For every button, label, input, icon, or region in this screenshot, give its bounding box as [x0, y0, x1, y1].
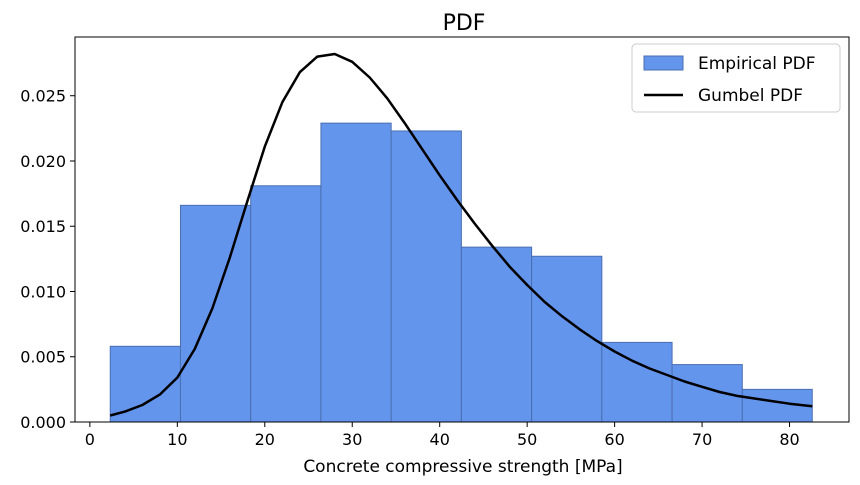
y-tick-label: 0.020	[20, 152, 66, 171]
histogram-bar	[531, 255, 603, 423]
y-tick-label: 0.005	[20, 348, 66, 367]
x-axis-label: Concrete compressive strength [MPa]	[303, 457, 622, 477]
gumbel-curve	[109, 52, 813, 417]
x-tick-label: 70	[692, 430, 712, 449]
x-tick-label: 10	[167, 430, 187, 449]
y-tick-label: 0.015	[20, 217, 66, 236]
histogram-bars	[109, 122, 813, 423]
y-tick-label: 0.025	[20, 87, 66, 106]
x-tick-label: 0	[85, 430, 95, 449]
histogram-bar	[320, 122, 392, 423]
plot-frame	[74, 36, 850, 423]
x-tick-label: 30	[342, 430, 362, 449]
legend: Empirical PDF Gumbel PDF	[631, 43, 841, 113]
histogram-bar	[601, 341, 673, 423]
x-tick-label: 80	[779, 430, 799, 449]
x-tick-label: 40	[430, 430, 450, 449]
x-tick-label: 60	[604, 430, 624, 449]
legend-curve-label: Gumbel PDF	[698, 86, 803, 106]
legend-histogram-swatch	[643, 55, 684, 71]
x-tick-label: 20	[255, 430, 275, 449]
histogram-bar	[390, 130, 462, 423]
histogram-bar	[671, 364, 743, 423]
y-axis-ticks: 0.000 0.005 0.010 0.015 0.020 0.025	[20, 87, 75, 432]
x-tick-label: 50	[517, 430, 537, 449]
histogram-bar	[460, 246, 533, 423]
y-tick-label: 0.000	[20, 413, 66, 432]
histogram-bar	[179, 204, 252, 423]
chart-title: PDF	[443, 11, 486, 36]
histogram-bar	[250, 185, 322, 423]
y-tick-label: 0.010	[20, 282, 66, 301]
legend-histogram-label: Empirical PDF	[698, 54, 816, 74]
gumbel-pdf-line	[109, 52, 813, 417]
legend-box	[631, 43, 841, 113]
x-axis-ticks: 0 10 20 30 40 50 60 70 80	[85, 422, 800, 449]
